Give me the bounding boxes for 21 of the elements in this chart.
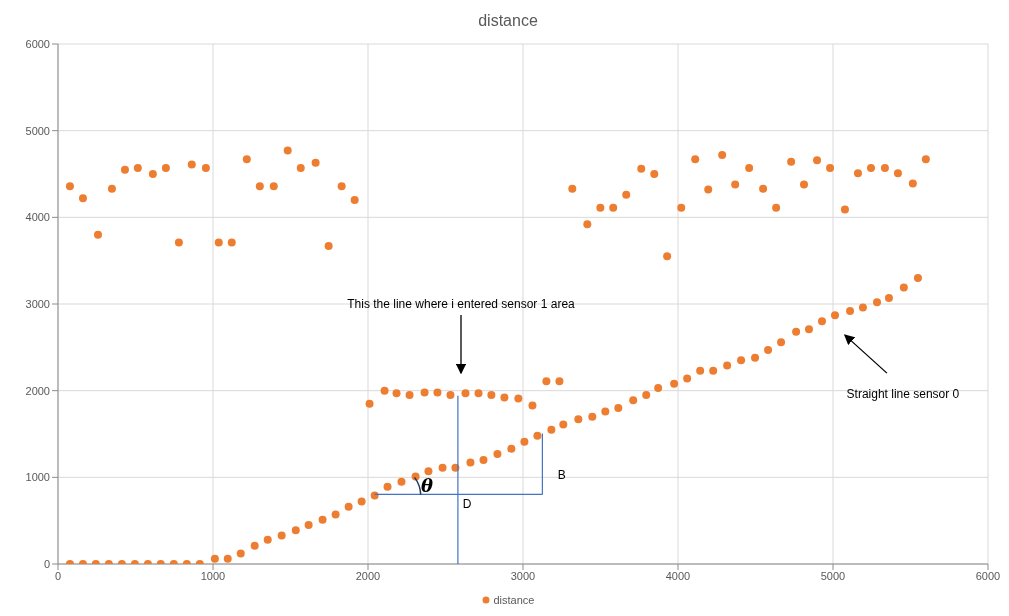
annotation: This the line where i entered sensor 1 area bbox=[347, 297, 576, 312]
annotation: θ bbox=[420, 474, 433, 496]
annotation: Straight line sensor 0 bbox=[846, 387, 960, 402]
y-tick-label: 4000 bbox=[25, 211, 50, 224]
chart-title: distance bbox=[477, 11, 539, 31]
x-tick-label: 6000 bbox=[975, 569, 1001, 582]
y-tick-label: 2000 bbox=[25, 384, 50, 397]
annotation: B bbox=[557, 467, 566, 482]
y-tick-label: 3000 bbox=[25, 297, 50, 310]
x-tick-label: 5000 bbox=[820, 569, 846, 582]
annotation: D bbox=[462, 497, 472, 512]
y-tick-label: 1000 bbox=[25, 471, 50, 484]
x-tick-label: 3000 bbox=[510, 569, 536, 582]
y-tick-label: 5000 bbox=[25, 124, 50, 137]
y-tick-label: 0 bbox=[43, 557, 50, 570]
x-tick-label: 0 bbox=[54, 569, 62, 582]
x-tick-label: 2000 bbox=[355, 569, 381, 582]
x-tick-label: 4000 bbox=[665, 569, 691, 582]
x-tick-label: 1000 bbox=[200, 569, 226, 582]
legend-label: distance bbox=[492, 594, 535, 606]
y-tick-label: 6000 bbox=[25, 37, 50, 50]
